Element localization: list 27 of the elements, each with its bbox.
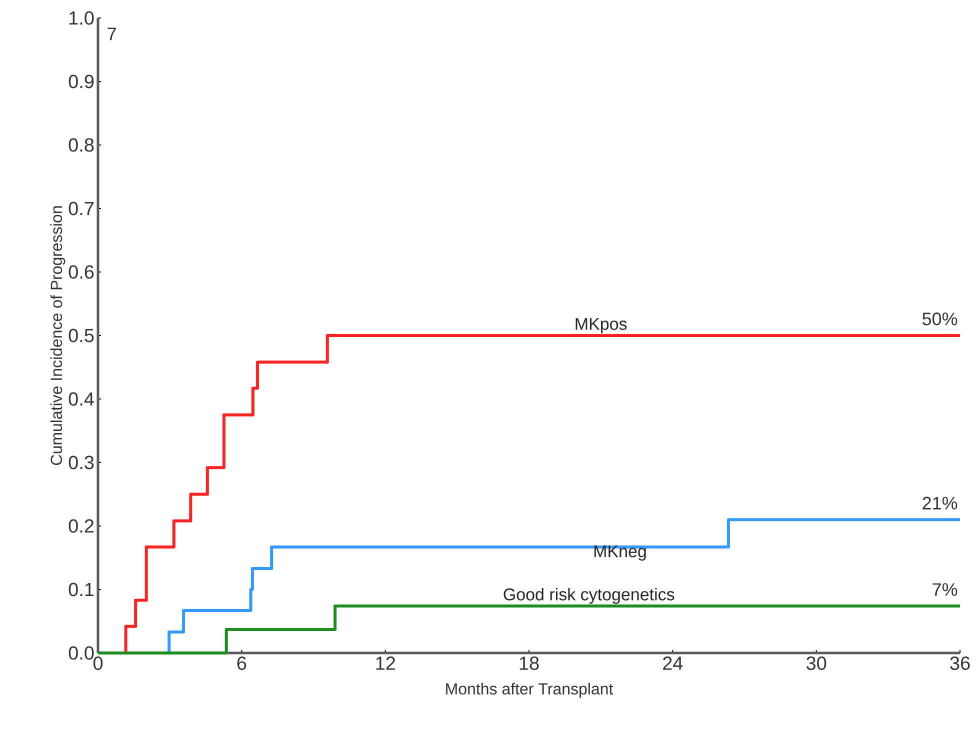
series-label: Good risk cytogenetics [504,588,674,604]
y-axis-title: Cumulative Incidence of Progression [50,206,66,465]
x-tick-label: 12 [376,656,395,670]
x-tick-label: 18 [520,656,539,670]
series-label: MKpos [576,318,627,334]
data-label: 21% [922,496,958,510]
y-tick-label: 0.4 [68,392,94,406]
x-axis-title: Months after Transplant [446,682,614,698]
x-tick-label: 6 [237,656,246,670]
y-tick-label: 0.7 [68,202,94,216]
x-tick-label: 30 [806,656,826,670]
data-label: 50% [922,312,958,326]
y-tick-label: 0.1 [68,582,94,596]
y-tick-label: 0.5 [68,328,94,342]
y-tick-label: 0.3 [68,456,94,470]
data-label: 7% [932,583,958,596]
x-tick-label: 36 [950,656,970,670]
y-tick-label: 0.8 [68,138,94,152]
x-tick-label: 0 [93,656,103,670]
y-tick-label: 0.6 [68,265,94,279]
y-tick-label: 0.2 [68,519,94,533]
y-tick-label: 1.0 [70,11,94,25]
y-tick-label: 0.9 [68,74,94,88]
x-tick-label: 24 [663,656,683,670]
series-label: MKneg [594,545,646,561]
annotation: 7 [108,28,116,40]
y-tick-label: 0.0 [68,646,94,660]
